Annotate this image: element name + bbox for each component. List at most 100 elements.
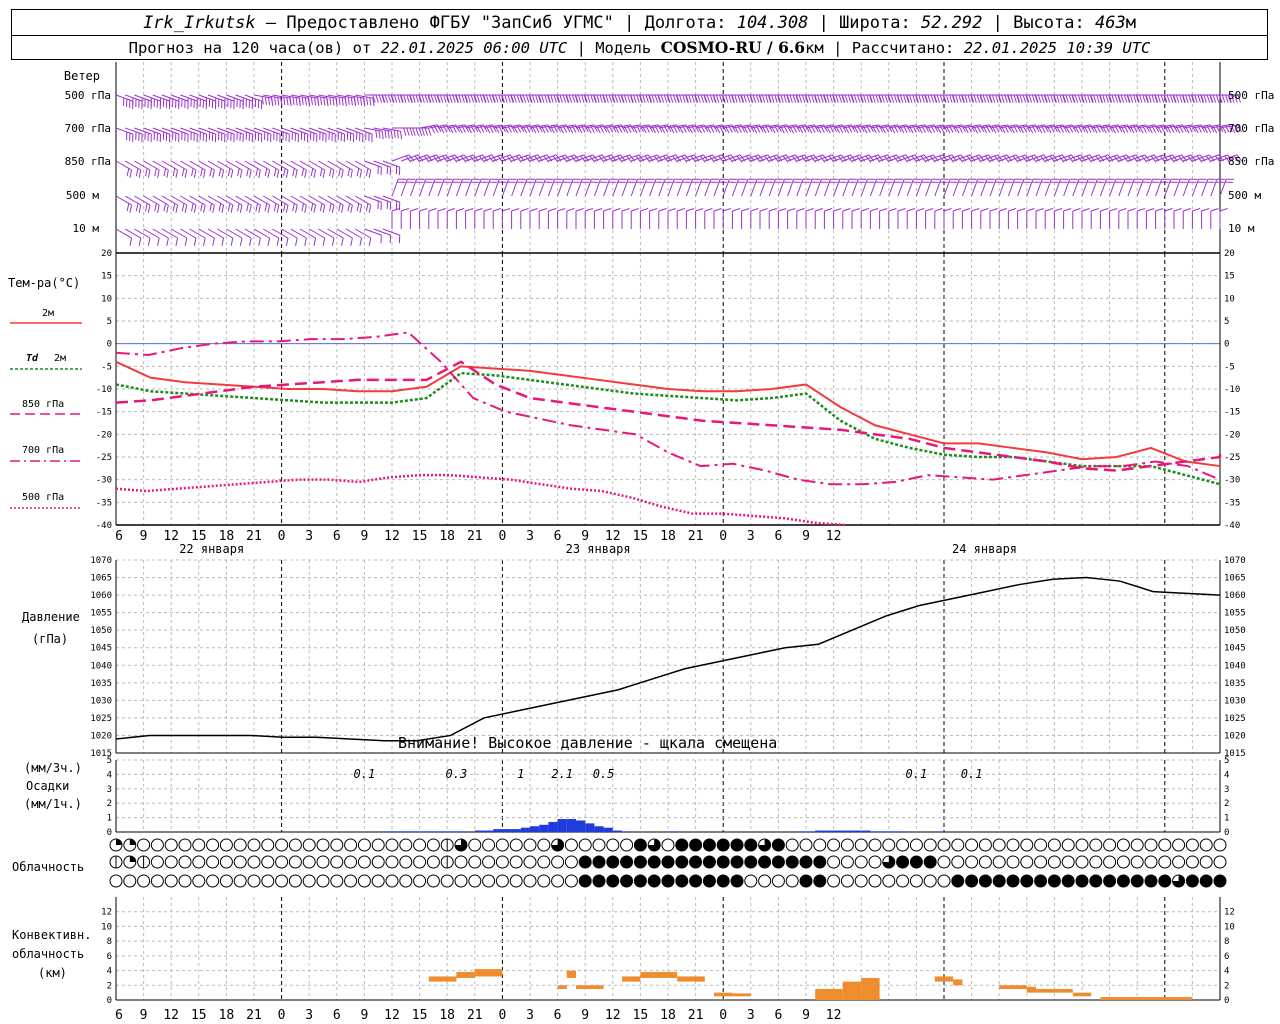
wind-barb [1220,94,1241,103]
wind-barb-feather [1012,155,1019,163]
wind-barb [842,208,851,229]
wind-barb-feather [489,94,493,103]
wind-barb [658,208,667,229]
wind-barb [1035,208,1044,229]
wind-barb-staff [124,195,142,206]
wind-barb-feather [1215,155,1221,163]
wind-barb-feather [310,168,314,177]
wind-barb [630,178,646,197]
wind-barb-staff [152,160,169,171]
wind-barb-staff [731,178,740,197]
cloud-symbol-circle [1116,874,1130,888]
wind-barb-feather [218,168,222,177]
cloud-symbol [316,855,330,869]
precip-bar [594,826,604,832]
wind-barb-feather [1058,155,1065,163]
conv-bar [732,993,751,997]
forecast-label: Прогноз на 120 часа(ов) от [128,39,381,57]
cloud-symbol-circle [813,874,827,888]
wind-barb-feather [239,237,243,246]
cloud-symbol [771,874,785,888]
y-tick-label: 1030 [1224,696,1246,706]
wind-barb-feather [861,208,869,212]
wind-barb [115,228,133,246]
cloud-symbol-circle [647,855,661,869]
wind-barb-staff [125,127,143,135]
wind-barb [796,178,811,197]
wind-barb-feather [172,203,176,212]
wind-barb [170,195,188,213]
wind-barb-feather [1099,94,1103,103]
wind-barb-feather [460,155,467,163]
wind-barb-staff [1136,178,1144,197]
cloud-symbol-circle [137,838,151,852]
wind-barb-staff [373,195,391,203]
wind-barb-feather [949,94,953,103]
wind-barb-staff [713,178,721,197]
y-tick-label: 2 [1224,799,1229,809]
precip-bar [870,831,880,832]
wind-barb-feather [614,94,619,103]
cloud-symbol [854,874,868,888]
wind-barb [593,178,609,197]
wind-barb-staff [382,160,400,168]
wind-barb-feather [437,208,446,212]
wind-barb-staff [152,127,170,135]
wind-barb-feather [879,208,888,212]
wind-barb-feather [970,94,974,103]
cloud-symbol-circle [275,874,289,888]
wind-barb-feather [369,97,372,106]
wind-barb-staff [1210,178,1218,197]
wind-barb [879,208,888,229]
y-tick-label: 3 [1224,785,1229,795]
wind-barb-feather [874,155,881,163]
wind-barb [777,208,787,229]
wind-barb-feather [975,155,982,163]
wind-barb [281,228,298,246]
wind-barb [704,208,713,229]
wind-barb [272,228,289,246]
wind-barb-staff [888,178,896,197]
wind-barb-staff [235,94,253,102]
cloud-symbol-circle [854,838,868,852]
conv-bar [934,976,954,982]
wind-barb [115,127,134,143]
wind-barb-feather [1175,94,1180,103]
cloud-symbol [799,874,813,888]
cloud-symbol [1213,838,1227,852]
wind-barb [290,195,307,213]
x-tick-label: 6 [774,529,782,544]
wind-barb [593,208,603,229]
wind-barb-feather [239,204,243,213]
wind-barb [685,208,695,229]
wind-barb-staff [391,154,410,162]
wind-barb-feather [828,155,835,163]
wind-barb-staff [152,195,169,206]
cloud-symbol [951,874,965,888]
wind-barb-staff [1191,178,1200,197]
wind-barb-feather [366,96,369,105]
wind-barb-feather [1059,94,1063,103]
cloud-symbol [744,874,758,888]
cloud-symbol [937,874,951,888]
wind-barb-staff [869,178,878,197]
conv-axis-title-3: (км) [38,966,67,980]
y-tick-label: 1060 [90,591,112,601]
wind-barb [180,127,198,143]
y-tick-label: 1070 [90,556,112,566]
conv-bar [953,979,963,986]
wind-barb-feather [1047,94,1051,103]
wind-barb-staff [115,127,134,135]
wind-barb-feather [765,94,769,103]
wind-barb-feather [1089,94,1094,103]
cloud-symbol [675,874,689,888]
wind-barb-staff [235,160,252,171]
wind-level-700hpa-right: 700 гПа [1228,122,1274,135]
wind-barb [612,208,621,229]
wind-barb-feather [574,94,579,103]
x-tick-label: 3 [526,529,534,544]
cloud-symbol-circle [813,855,827,869]
wind-barb [575,208,584,229]
cloud-symbol [1185,874,1199,888]
cloud-symbol-circle [164,855,178,869]
